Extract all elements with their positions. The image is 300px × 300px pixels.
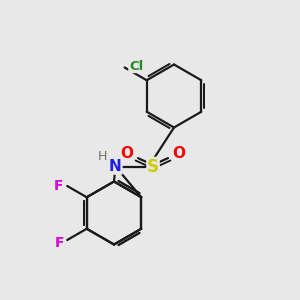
Text: O: O	[120, 146, 134, 161]
Text: N: N	[109, 159, 122, 174]
Text: F: F	[53, 179, 63, 193]
Text: H: H	[97, 149, 107, 163]
Text: F: F	[55, 236, 64, 250]
Text: S: S	[147, 158, 159, 175]
Text: Cl: Cl	[129, 59, 143, 73]
Text: O: O	[172, 146, 186, 161]
